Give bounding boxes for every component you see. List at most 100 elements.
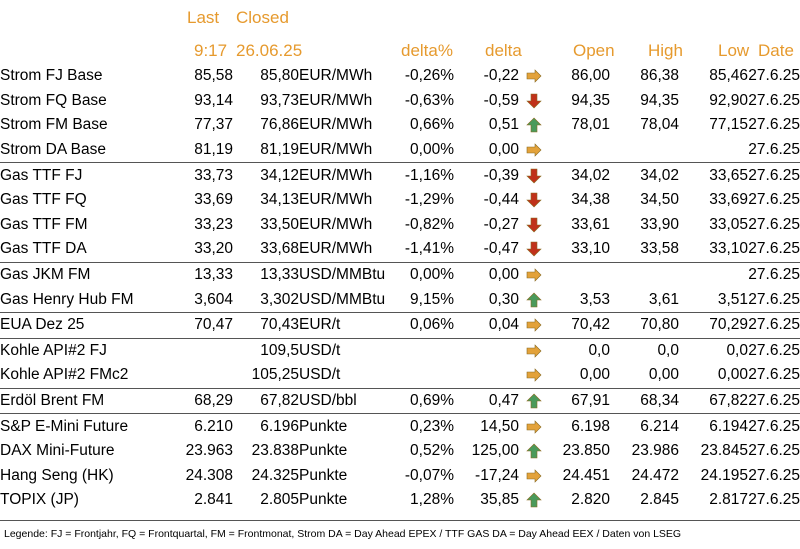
last-value: 85,58 [194, 67, 233, 85]
arrow-down-icon [519, 213, 549, 238]
unit: EUR/MWh [299, 162, 389, 188]
row-name: Kohle API#2 FJ [0, 337, 168, 364]
arrow-right-icon [519, 337, 549, 364]
closed-value: 76,86 [260, 116, 299, 134]
date-value: 27.6.25 [748, 141, 800, 159]
unit: Punkte [299, 491, 348, 509]
low-value: 70,29 [679, 311, 748, 339]
delta-value: 35,85 [480, 491, 519, 509]
closed-value: 34,12 [233, 162, 299, 188]
delta-value: 0,47 [454, 387, 519, 414]
arrow-right-icon [519, 138, 549, 163]
open-value: 0,0 [549, 337, 610, 364]
row-name: S&P E-Mini Future [0, 413, 168, 439]
table-row: Strom DA Base 81,19 81,19 EUR/MWh 0,00% 0,00 2… [0, 138, 800, 163]
closed-value: 6.196 [233, 413, 299, 439]
delta-percent: 0,23% [389, 413, 454, 439]
table-header: Last Closed 9:17 26.06.25 delta% delta O… [0, 0, 800, 64]
header-low: Low [718, 41, 750, 60]
row-name: Strom DA Base [0, 141, 106, 159]
last-value: 93,14 [194, 91, 233, 109]
delta-value: -0,22 [483, 67, 519, 85]
date-value: 27.6.25 [748, 337, 800, 364]
arrow-down-icon [519, 89, 549, 114]
header-high: High [648, 41, 683, 60]
open-value: 33,10 [571, 240, 610, 258]
arrow-right-icon [519, 363, 549, 388]
delta-value: 125,00 [471, 442, 519, 460]
row-name: Gas JKM FM [0, 261, 168, 288]
row-name: Gas TTF FJ [0, 162, 168, 188]
date-value: 27.6.25 [748, 116, 800, 134]
high-value: 2.845 [640, 491, 679, 509]
arrow-up-icon [519, 488, 549, 513]
delta-percent: -0,07% [404, 466, 454, 484]
table-row: Gas TTF FM 33,23 33,50 EUR/MWh -0,82% -0,27 33… [0, 213, 800, 238]
date-value: 27.6.25 [748, 442, 800, 460]
date-value: 27.6.25 [748, 91, 800, 109]
closed-value: 3,302 [260, 290, 299, 308]
last-value: 24.308 [185, 466, 233, 484]
row-name: Erdöl Brent FM [0, 387, 168, 414]
delta-value [454, 337, 519, 364]
header-time: 9:17 [194, 41, 228, 60]
row-name: Gas Henry Hub FM [0, 290, 134, 308]
open-value [549, 261, 610, 288]
date-value: 27.6.25 [748, 261, 800, 288]
header-delta-pct: delta% [401, 41, 453, 60]
low-value: 33,10 [709, 240, 748, 258]
row-name: DAX Mini-Future [0, 442, 115, 460]
unit: EUR/MWh [299, 91, 373, 109]
low-value: 23.845 [700, 442, 748, 460]
unit: EUR/MWh [299, 116, 373, 134]
date-value: 27.6.25 [748, 413, 800, 439]
delta-percent: 0,66% [410, 116, 454, 134]
last-value [168, 363, 233, 388]
unit: USD/bbl [299, 387, 389, 414]
header-open: Open [573, 41, 615, 60]
arrow-right-icon [519, 464, 549, 489]
date-value: 27.6.25 [748, 491, 800, 509]
open-value: 24.451 [562, 466, 610, 484]
high-value: 86,38 [640, 67, 679, 85]
unit: EUR/MWh [299, 215, 373, 233]
date-value: 27.6.25 [748, 67, 800, 85]
open-value: 33,61 [571, 215, 610, 233]
date-value: 27.6.25 [748, 240, 800, 258]
date-value: 27.6.25 [748, 387, 800, 414]
delta-value: -0,27 [483, 215, 519, 233]
high-value: 70,80 [610, 311, 679, 339]
unit: USD/t [299, 337, 389, 364]
open-value: 67,91 [549, 387, 610, 414]
open-value: 3,53 [579, 290, 610, 308]
delta-value: -0,44 [483, 191, 519, 209]
open-value: 78,01 [571, 116, 610, 134]
open-value: 0,00 [579, 366, 610, 384]
delta-value: 0,04 [454, 311, 519, 339]
low-value: 2.817 [709, 491, 748, 509]
arrow-right-icon [519, 311, 549, 339]
last-value: 6.210 [168, 413, 233, 439]
open-value: 2.820 [571, 491, 610, 509]
table-row: Kohle API#2 FMc2 105,25 USD/t 0,00 0,00 0,00 2… [0, 363, 800, 388]
row-name: Strom FQ Base [0, 91, 107, 109]
row-name: EUA Dez 25 [0, 311, 168, 339]
delta-percent: -1,16% [389, 162, 454, 188]
delta-value: 14,50 [454, 413, 519, 439]
closed-value: 13,33 [233, 261, 299, 288]
unit: USD/MMBtu [299, 261, 389, 288]
closed-value: 67,82 [233, 387, 299, 414]
arrow-up-icon [519, 387, 549, 414]
delta-percent: 0,00% [389, 261, 454, 288]
table-row: Strom FJ Base 85,58 85,80 EUR/MWh -0,26% -0,2… [0, 64, 800, 89]
table-row: Gas TTF FQ 33,69 34,13 EUR/MWh -1,29% -0,44 34… [0, 188, 800, 213]
unit: EUR/MWh [299, 141, 373, 159]
high-value: 94,35 [640, 91, 679, 109]
high-value: 34,02 [610, 162, 679, 188]
last-value: 81,19 [194, 141, 233, 159]
low-value: 33,05 [709, 215, 748, 233]
closed-value: 34,13 [260, 191, 299, 209]
low-value: 24.195 [700, 466, 748, 484]
unit: EUR/MWh [299, 240, 373, 258]
closed-value: 33,50 [260, 215, 299, 233]
